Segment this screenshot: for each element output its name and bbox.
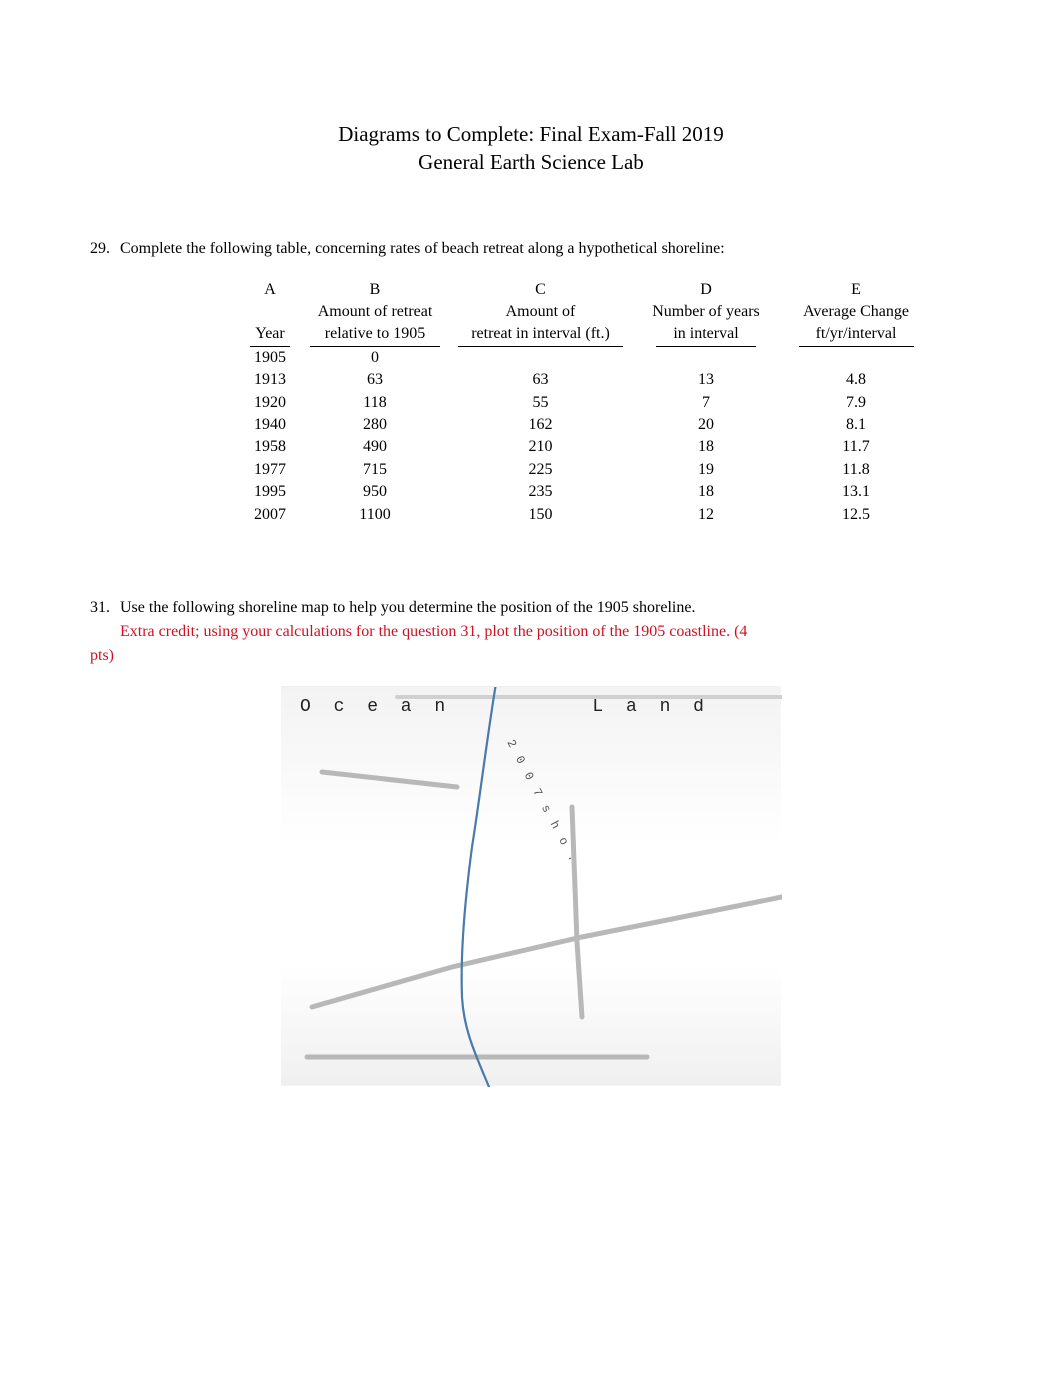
cell-c: 235 (450, 481, 631, 503)
col-letter-b: B (300, 279, 450, 301)
cell-year: 1995 (240, 481, 300, 503)
cell-c: 225 (450, 459, 631, 481)
cell-e: 8.1 (781, 414, 931, 436)
table-row: 19201185577.9 (240, 392, 931, 414)
cell-c: 150 (450, 504, 631, 526)
title-line-1: Diagrams to Complete: Final Exam-Fall 20… (90, 120, 972, 148)
q31-extra-credit: Extra credit; using your calculations fo… (120, 623, 747, 640)
question-29: 29.Complete the following table, concern… (90, 237, 972, 261)
table-row: 1940280162208.1 (240, 414, 931, 436)
table-row: 19050 (240, 347, 931, 369)
col-letter-c: C (450, 279, 631, 301)
cell-b: 118 (300, 392, 450, 414)
hdr-b2: relative to 1905 (310, 323, 440, 346)
cell-year: 1958 (240, 436, 300, 458)
cell-d: 18 (631, 481, 781, 503)
cell-year: 1920 (240, 392, 300, 414)
shoreline-2007-label: 2 0 0 7 s h o . (503, 737, 580, 865)
cell-b: 490 (300, 436, 450, 458)
table-row: 19959502351813.1 (240, 481, 931, 503)
col-letter-e: E (781, 279, 931, 301)
title-line-2: General Earth Science Lab (90, 148, 972, 176)
cell-b: 1100 (300, 504, 450, 526)
page-root: Diagrams to Complete: Final Exam-Fall 20… (0, 0, 1062, 1146)
cell-e: 13.1 (781, 481, 931, 503)
hdr-e2: ft/yr/interval (799, 323, 914, 346)
beach-retreat-table-wrap: A B C D E Amount of retreat Amount of Nu… (240, 279, 972, 526)
cell-d: 13 (631, 369, 781, 391)
table-header-row-1: Amount of retreat Amount of Number of ye… (240, 301, 931, 323)
hdr-a1 (240, 301, 300, 323)
hdr-b1: Amount of retreat (300, 301, 450, 323)
map-road-3 (572, 807, 582, 1017)
cell-e: 11.8 (781, 459, 931, 481)
cell-c: 55 (450, 392, 631, 414)
beach-retreat-table: A B C D E Amount of retreat Amount of Nu… (240, 279, 931, 526)
cell-d: 7 (631, 392, 781, 414)
cell-b: 950 (300, 481, 450, 503)
hdr-c2: retreat in interval (ft.) (458, 323, 623, 346)
q29-text: Complete the following table, concerning… (120, 240, 725, 257)
shoreline-map: O c e a n L a n d 2 0 0 7 s h o . (281, 686, 781, 1086)
cell-b: 0 (300, 347, 450, 369)
cell-c: 63 (450, 369, 631, 391)
table-row: 19777152251911.8 (240, 459, 931, 481)
q29-number: 29. (90, 237, 120, 261)
cell-e: 4.8 (781, 369, 931, 391)
cell-e: 7.9 (781, 392, 931, 414)
col-letter-d: D (631, 279, 781, 301)
cell-b: 715 (300, 459, 450, 481)
hdr-a2: Year (250, 323, 290, 346)
cell-year: 1913 (240, 369, 300, 391)
cell-e: 11.7 (781, 436, 931, 458)
cell-year: 2007 (240, 504, 300, 526)
cell-d: 18 (631, 436, 781, 458)
q31-number: 31. (90, 596, 120, 620)
map-road-1 (322, 772, 457, 787)
hdr-c1: Amount of (450, 301, 631, 323)
cell-e: 12.5 (781, 504, 931, 526)
table-body: 1905019136363134.819201185577.9194028016… (240, 347, 931, 526)
cell-c (450, 347, 631, 369)
cell-d (631, 347, 781, 369)
question-31: 31.Use the following shoreline map to he… (90, 596, 972, 668)
hdr-d2: in interval (656, 323, 756, 346)
table-row: 19136363134.8 (240, 369, 931, 391)
cell-year: 1905 (240, 347, 300, 369)
cell-d: 12 (631, 504, 781, 526)
cell-c: 210 (450, 436, 631, 458)
cell-b: 63 (300, 369, 450, 391)
table-header-row-2: Year relative to 1905 retreat in interva… (240, 323, 931, 346)
col-letter-a: A (240, 279, 300, 301)
cell-d: 19 (631, 459, 781, 481)
hdr-d1: Number of years (631, 301, 781, 323)
map-road-2 (312, 897, 782, 1007)
cell-d: 20 (631, 414, 781, 436)
cell-b: 280 (300, 414, 450, 436)
q31-extra-tail: pts) (90, 647, 114, 664)
q31-text: Use the following shoreline map to help … (120, 599, 695, 616)
table-row: 200711001501212.5 (240, 504, 931, 526)
cell-year: 1940 (240, 414, 300, 436)
cell-e (781, 347, 931, 369)
map-svg: 2 0 0 7 s h o . (282, 687, 782, 1087)
hdr-e1: Average Change (781, 301, 931, 323)
title-block: Diagrams to Complete: Final Exam-Fall 20… (90, 120, 972, 177)
cell-year: 1977 (240, 459, 300, 481)
table-letter-row: A B C D E (240, 279, 931, 301)
cell-c: 162 (450, 414, 631, 436)
table-row: 19584902101811.7 (240, 436, 931, 458)
shoreline-2007 (462, 687, 497, 1087)
